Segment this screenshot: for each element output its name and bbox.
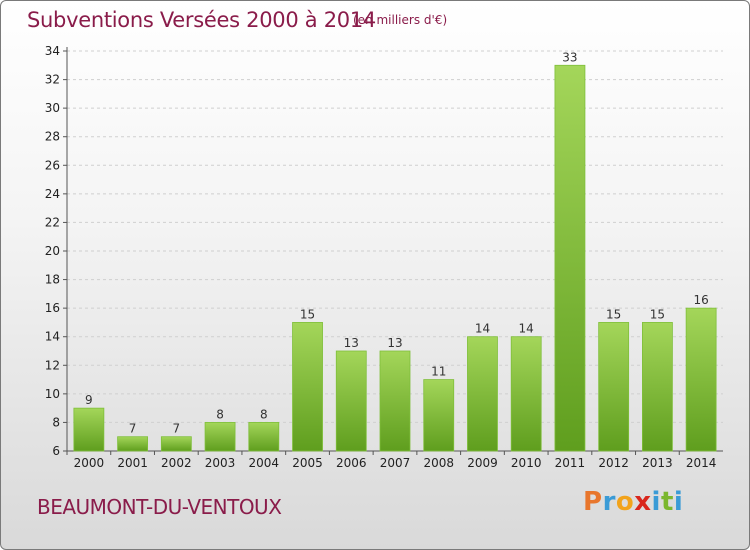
x-tick-label: 2007 (380, 456, 411, 470)
y-tick-label: 26 (45, 158, 60, 172)
bar-value-label: 14 (519, 322, 534, 336)
bars (73, 64, 717, 452)
bar-value-label: 15 (606, 307, 621, 321)
y-tick-label: 22 (45, 215, 60, 229)
bar-value-label: 15 (300, 307, 315, 321)
x-tick-label: 2001 (117, 456, 148, 470)
logo-letter: x (634, 487, 652, 517)
x-tick-label: 2000 (74, 456, 105, 470)
bar-value-label: 8 (260, 407, 268, 421)
bar (642, 322, 673, 452)
bar (423, 379, 455, 452)
x-tick-label: 2013 (642, 456, 673, 470)
y-tick-label: 18 (45, 273, 60, 287)
bar (467, 336, 498, 452)
x-tick-label: 2009 (467, 456, 498, 470)
bar (685, 307, 717, 452)
bar (204, 422, 236, 452)
x-tick-label: 2003 (205, 456, 236, 470)
x-tick-labels: 2000 2001 2002 2003 2004 2005 2006 2007 2008 2009… (74, 456, 717, 470)
bar-value-label: 15 (650, 307, 665, 321)
y-tick-label: 6 (52, 444, 60, 458)
logo-letter: t (660, 487, 674, 517)
bar-value-label: 7 (173, 422, 181, 436)
bar-value-label: 11 (431, 365, 446, 379)
commune-name: BEAUMONT-DU-VENTOUX (37, 495, 282, 519)
x-tick-label: 2006 (336, 456, 367, 470)
bar (379, 350, 411, 452)
y-tick-label: 10 (45, 387, 60, 401)
x-tick-label: 2004 (249, 456, 280, 470)
y-tick-label: 28 (45, 130, 60, 144)
logo-letter: i (673, 487, 684, 517)
y-tick-label: 34 (45, 44, 60, 58)
bar (160, 436, 192, 452)
bar (73, 407, 105, 452)
x-tick-label: 2005 (292, 456, 323, 470)
proxiti-logo: Proxiti (583, 487, 683, 517)
logo-letter: i (651, 487, 661, 517)
chart-subtitle: (en milliers d'€) (353, 13, 448, 27)
logo-letter: o (615, 487, 635, 517)
y-tick-label: 20 (45, 244, 60, 258)
y-tick-labels: 6 8 10 12 14 16 18 20 22 24 26 28 30 32 34 (45, 44, 60, 458)
bar-value-label: 7 (129, 422, 137, 436)
logo-letter: P (583, 487, 603, 517)
x-tick-label: 2008 (423, 456, 454, 470)
x-tick-label: 2010 (511, 456, 542, 470)
y-tick-label: 32 (45, 73, 60, 87)
chart-title: Subventions Versées 2000 à 2014 (27, 8, 376, 32)
x-tick-label: 2014 (686, 456, 717, 470)
y-tick-label: 8 (52, 415, 60, 429)
y-tick-label: 14 (45, 330, 60, 344)
bar-value-label: 13 (344, 336, 359, 350)
bar-value-label: 33 (562, 50, 577, 64)
bar-value-label: 13 (387, 336, 402, 350)
y-tick-label: 30 (45, 101, 60, 115)
bar-value-label: 16 (693, 293, 708, 307)
bar (335, 350, 367, 452)
bar-value-label: 9 (85, 393, 93, 407)
bar-value-label: 8 (216, 407, 224, 421)
y-tick-label: 12 (45, 358, 60, 372)
bar-value-labels: 9 7 7 8 8 15 13 13 11 14 14 33 15 15 16 (85, 50, 709, 435)
bar (598, 322, 630, 452)
x-tick-label: 2012 (598, 456, 629, 470)
bar (117, 436, 148, 452)
bar (292, 322, 323, 452)
bar (510, 336, 542, 452)
x-tick-label: 2011 (555, 456, 586, 470)
bar-value-label: 14 (475, 322, 490, 336)
x-tick-label: 2002 (161, 456, 192, 470)
bar (248, 422, 280, 452)
logo-letter: r (602, 487, 616, 517)
y-tick-label: 16 (45, 301, 60, 315)
y-tick-label: 24 (45, 187, 60, 201)
bar (554, 64, 586, 452)
